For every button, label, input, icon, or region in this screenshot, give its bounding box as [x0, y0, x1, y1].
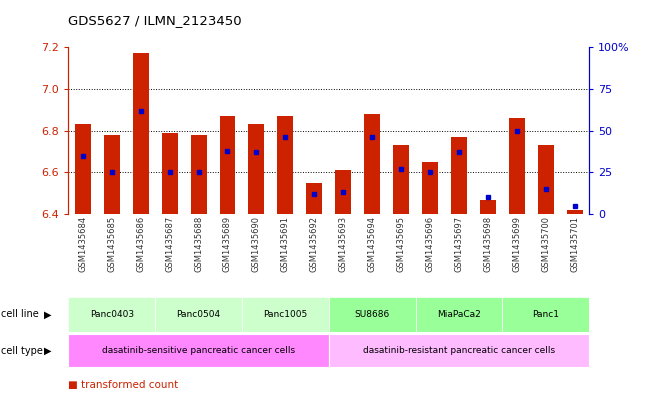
Text: GSM1435698: GSM1435698 [484, 216, 492, 272]
Bar [126, 297, 155, 332]
Text: GSM1435692: GSM1435692 [310, 216, 319, 272]
Text: GSM1435694: GSM1435694 [368, 216, 377, 272]
Text: GSM1435690: GSM1435690 [252, 216, 261, 272]
Bar [567, 210, 583, 214]
Bar [219, 116, 236, 214]
Bar [422, 162, 438, 214]
Bar [335, 170, 351, 214]
Text: GSM1435700: GSM1435700 [541, 216, 550, 272]
Bar [68, 297, 97, 332]
Bar [300, 297, 329, 332]
Text: ▶: ▶ [44, 309, 52, 320]
Bar [75, 125, 90, 214]
Text: cell type: cell type [1, 346, 43, 356]
Bar [329, 297, 357, 332]
Bar [68, 334, 329, 367]
Text: MiaPaCa2: MiaPaCa2 [437, 310, 481, 319]
Text: GSM1435689: GSM1435689 [223, 216, 232, 272]
Bar [184, 297, 213, 332]
Bar [97, 297, 126, 332]
Bar [451, 137, 467, 214]
Text: GSM1435686: GSM1435686 [136, 216, 145, 272]
Text: GSM1435697: GSM1435697 [454, 216, 464, 272]
Text: GSM1435688: GSM1435688 [194, 216, 203, 272]
Bar [213, 297, 242, 332]
Bar [503, 297, 589, 332]
Text: ▶: ▶ [44, 346, 52, 356]
Text: dasatinib-resistant pancreatic cancer cells: dasatinib-resistant pancreatic cancer ce… [363, 346, 555, 355]
Text: cell line: cell line [1, 309, 39, 320]
Text: Panc1: Panc1 [533, 310, 559, 319]
Bar [242, 297, 271, 332]
Bar [307, 183, 322, 214]
Text: GSM1435693: GSM1435693 [339, 216, 348, 272]
Text: GSM1435696: GSM1435696 [426, 216, 434, 272]
Bar [415, 297, 445, 332]
Bar [191, 135, 206, 214]
Text: Panc0504: Panc0504 [176, 310, 221, 319]
Text: GSM1435701: GSM1435701 [570, 216, 579, 272]
Bar [538, 145, 554, 214]
Bar [329, 297, 415, 332]
Bar [155, 297, 242, 332]
Text: dasatinib-sensitive pancreatic cancer cells: dasatinib-sensitive pancreatic cancer ce… [102, 346, 295, 355]
Bar [249, 125, 264, 214]
Text: GSM1435685: GSM1435685 [107, 216, 117, 272]
Text: SU8686: SU8686 [355, 310, 390, 319]
Bar [509, 118, 525, 214]
Bar [480, 200, 496, 214]
Bar [242, 297, 329, 332]
Bar [561, 297, 589, 332]
Text: GSM1435691: GSM1435691 [281, 216, 290, 272]
Bar [393, 145, 409, 214]
Bar [364, 114, 380, 214]
Text: Panc1005: Panc1005 [263, 310, 307, 319]
Bar [387, 297, 415, 332]
Bar [531, 297, 561, 332]
Bar [161, 133, 178, 214]
Bar [503, 297, 531, 332]
Text: ■ transformed count: ■ transformed count [68, 380, 178, 390]
Text: Panc0403: Panc0403 [90, 310, 134, 319]
Bar [277, 116, 294, 214]
Bar [104, 135, 120, 214]
Bar [473, 297, 503, 332]
Text: GSM1435687: GSM1435687 [165, 216, 174, 272]
Bar [415, 297, 503, 332]
Bar [357, 297, 387, 332]
Bar [271, 297, 300, 332]
Text: GSM1435695: GSM1435695 [396, 216, 406, 272]
Text: GDS5627 / ILMN_2123450: GDS5627 / ILMN_2123450 [68, 15, 242, 28]
Text: GSM1435684: GSM1435684 [78, 216, 87, 272]
Bar [329, 334, 589, 367]
Bar [68, 297, 155, 332]
Text: GSM1435699: GSM1435699 [512, 216, 521, 272]
Bar [155, 297, 184, 332]
Bar [445, 297, 473, 332]
Bar [133, 53, 148, 214]
